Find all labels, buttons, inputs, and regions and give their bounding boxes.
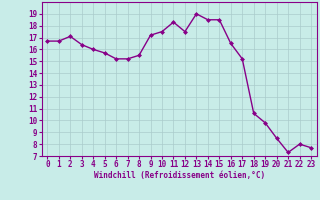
X-axis label: Windchill (Refroidissement éolien,°C): Windchill (Refroidissement éolien,°C): [94, 171, 265, 180]
